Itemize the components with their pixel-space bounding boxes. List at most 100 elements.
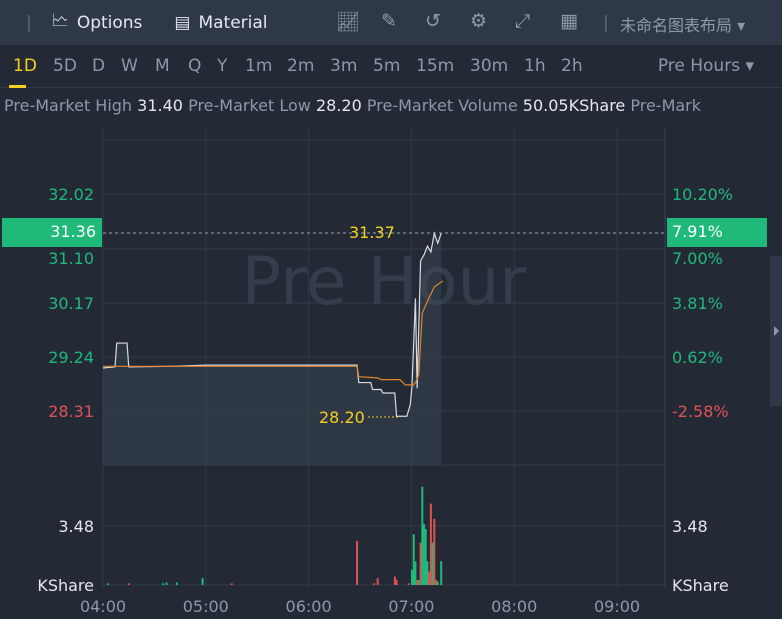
divider: | — [603, 12, 609, 33]
tab-M[interactable]: M — [155, 56, 170, 76]
high-label: Pre-Market High — [4, 96, 133, 115]
volume-bar — [175, 582, 178, 585]
volume-bar — [428, 571, 431, 585]
volume-bar — [417, 579, 420, 585]
more-label: Pre-Mark — [630, 96, 702, 115]
time-tick: 04:00 — [80, 597, 126, 616]
tab-D[interactable]: D — [92, 56, 106, 76]
volume-bar — [201, 578, 204, 585]
volume-bar — [440, 561, 443, 585]
current-pct: 7.91% — [672, 222, 723, 241]
tab-1m[interactable]: 1m — [245, 56, 273, 76]
volume-bar — [431, 542, 434, 585]
percent-tick: -2.58% — [672, 402, 729, 421]
volume-bar — [162, 583, 165, 585]
fullscreen-icon[interactable]: ⤢ — [515, 10, 531, 32]
time-tick: 06:00 — [286, 597, 332, 616]
price-tick: 29.24 — [48, 348, 94, 367]
time-tick: 07:00 — [388, 597, 434, 616]
watermark: Pre Hour — [242, 243, 528, 320]
volume-bar — [407, 583, 410, 585]
percent-tick: 7.00% — [672, 249, 723, 268]
current-price-badge — [2, 218, 102, 247]
price-line — [102, 230, 442, 417]
volume-bar — [373, 583, 376, 585]
chart-doc-icon: 🗠 — [51, 11, 69, 31]
expand-icon — [774, 326, 779, 336]
volume-bar — [419, 542, 422, 585]
volume-bar — [435, 579, 438, 585]
document-icon: ▤ — [174, 12, 191, 33]
material-button[interactable]: ▤ Material — [174, 13, 267, 33]
price-tick: 31.10 — [48, 249, 94, 268]
current-price: 31.36 — [50, 222, 96, 241]
volume-label: Pre-Market Volume — [366, 96, 518, 115]
volume-bar — [414, 561, 417, 585]
tab-Q[interactable]: Q — [188, 56, 202, 76]
volume-bar — [436, 581, 439, 585]
low-value: 28.20 — [315, 96, 362, 115]
volume-bar — [429, 503, 432, 585]
tab-30m[interactable]: 30m — [470, 56, 509, 76]
material-label: Material — [198, 12, 268, 33]
layout-select[interactable]: 未命名图表布局 ▾ — [620, 16, 746, 35]
volume-bar — [433, 518, 436, 585]
tab-Y[interactable]: Y — [217, 56, 228, 76]
tab-1D[interactable]: 1D — [13, 56, 37, 76]
volume-bar — [424, 529, 427, 585]
tab-1h[interactable]: 1h — [524, 56, 546, 76]
current-pct-badge — [667, 218, 767, 247]
volume-tick-right: 3.48 — [672, 517, 708, 536]
session-select[interactable]: Pre Hours ▾ — [657, 56, 754, 76]
timeframe-tabs: Pre Hours ▾ 1D 5D D W M Q Y 1m 2m 3m 5m 15m 30m 1h 2h — [0, 45, 782, 88]
session-label: Pre Hours — [657, 56, 741, 76]
volume-bar — [416, 579, 419, 585]
price-tick: 32.02 — [48, 185, 94, 204]
high-value: 31.40 — [137, 96, 183, 115]
percent-tick: 0.62% — [672, 348, 723, 367]
volume-bar — [412, 534, 415, 585]
volume-unit: KShare — [37, 576, 94, 595]
volume-bar — [423, 523, 426, 585]
volume-bar — [376, 578, 379, 585]
volume-bar — [426, 561, 429, 585]
tab-W[interactable]: W — [121, 56, 138, 76]
grid-icon[interactable]: ▦ — [560, 10, 578, 32]
time-tick: 08:00 — [491, 597, 537, 616]
average-line — [103, 280, 444, 386]
volume-tick: 3.48 — [58, 517, 94, 536]
tab-5m[interactable]: 5m — [373, 56, 401, 76]
time-tick: 05:00 — [183, 597, 229, 616]
divider: | — [26, 12, 32, 33]
percent-tick: 3.81% — [672, 294, 723, 313]
price-tick: 30.17 — [48, 294, 94, 313]
tab-2h[interactable]: 2h — [561, 56, 583, 76]
volume-unit-right: KShare — [672, 576, 729, 595]
edit-icon[interactable]: ✎ — [381, 10, 397, 32]
tab-2m[interactable]: 2m — [287, 56, 315, 76]
volume-bar — [165, 582, 168, 585]
price-tick: 28.31 — [48, 402, 94, 421]
high-marker: 31.37 — [349, 223, 395, 242]
volume-bar — [395, 579, 398, 585]
tab-5D[interactable]: 5D — [53, 56, 77, 76]
volume-bar — [393, 576, 396, 585]
volume-bar — [411, 569, 413, 585]
active-tab-indicator — [9, 85, 26, 88]
low-label: Pre-Market Low — [188, 96, 311, 115]
tab-15m[interactable]: 15m — [416, 56, 455, 76]
refresh-icon[interactable]: ↺ — [425, 10, 441, 32]
volume-bar — [421, 486, 424, 585]
tab-3m[interactable]: 3m — [330, 56, 358, 76]
side-panel-toggle[interactable] — [770, 256, 782, 406]
volume-bar — [127, 583, 130, 585]
options-button[interactable]: 🗠 Options — [52, 8, 143, 37]
price-area — [103, 233, 442, 465]
gear-icon[interactable]: ⚙ — [470, 10, 488, 32]
volume-bar — [230, 583, 233, 585]
low-marker: 28.20 — [319, 408, 365, 427]
volume-value: 50.05KShare — [522, 96, 626, 115]
top-toolbar: | 🗠 Options ▤ Material 📈︎ ✎ ↺ ⚙ ⤢ ▦ | 未命名图… — [0, 0, 782, 45]
chart-icon[interactable]: 📈︎ — [336, 11, 361, 33]
